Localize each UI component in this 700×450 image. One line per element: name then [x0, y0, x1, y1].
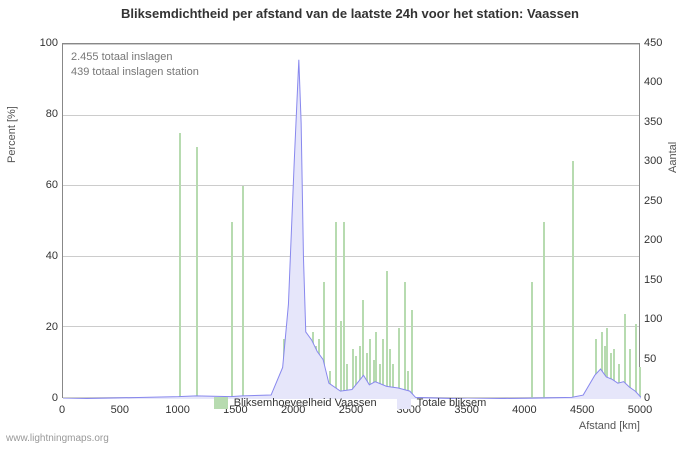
legend-swatch-purple-icon	[397, 397, 411, 409]
legend-label-bars: Bliksemhoeveelheid Vaassen	[234, 397, 377, 409]
y-tick-label-right-50: 50	[644, 353, 678, 365]
chart-title: Bliksemdichtheid per afstand van de laat…	[0, 0, 700, 23]
footer-text: www.lightningmaps.org	[6, 433, 109, 444]
y-tick-label-left-20: 20	[28, 321, 58, 333]
y-tick-label-left-80: 80	[28, 108, 58, 120]
chart-area: 2.455 totaal inslagen 439 totaal inslage…	[0, 23, 700, 403]
legend-swatch-green-icon	[214, 397, 228, 409]
y-tick-label-right-400: 400	[644, 76, 678, 88]
y-axis-label-left: Percent [%]	[6, 106, 18, 163]
legend-row: Bliksemhoeveelheid Vaassen Totale blikse…	[0, 397, 700, 409]
y-tick-label-left-40: 40	[28, 250, 58, 262]
y-tick-label-left-60: 60	[28, 179, 58, 191]
legend-item-line: Totale bliksem	[397, 397, 487, 409]
y-ticks-right-container: 0 50 100 150 200 250 300 350 400 450	[62, 43, 640, 398]
y-tick-label-right-250: 250	[644, 195, 678, 207]
y-tick-label-right-450: 450	[644, 37, 678, 49]
x-axis-title: Afstand [km]	[579, 420, 640, 432]
y-tick-label-right-100: 100	[644, 313, 678, 325]
y-tick-label-left-100: 100	[28, 37, 58, 49]
y-tick-label-right-300: 300	[644, 155, 678, 167]
y-tick-label-right-150: 150	[644, 274, 678, 286]
y-tick-label-right-350: 350	[644, 116, 678, 128]
legend-item-bars: Bliksemhoeveelheid Vaassen	[214, 397, 377, 409]
y-tick-label-right-200: 200	[644, 234, 678, 246]
legend-label-line: Totale bliksem	[417, 397, 487, 409]
